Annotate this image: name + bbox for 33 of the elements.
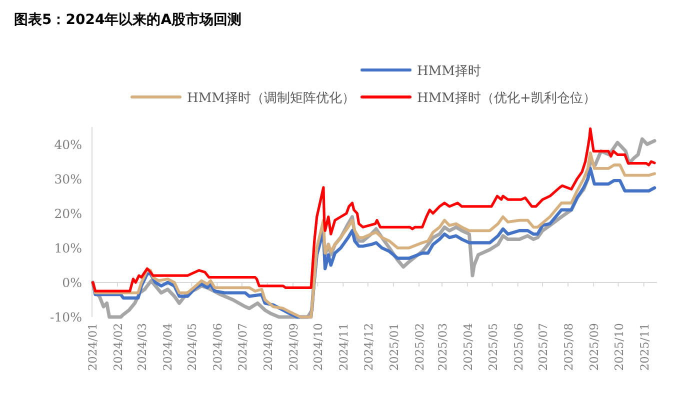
x-tick-label: 2024/09 — [286, 323, 300, 371]
y-tick-label: 0% — [62, 274, 82, 290]
x-tick-label: 2025/05 — [486, 323, 500, 371]
x-tick-label: 2025/10 — [612, 323, 626, 371]
x-tick-label: 2025/01 — [386, 323, 401, 371]
x-tick-label: 2025/02 — [412, 323, 426, 371]
x-tick-label: 2024/01 — [86, 323, 100, 371]
x-tick-label: 2024/12 — [361, 323, 376, 371]
x-tick-label: 2025/08 — [562, 323, 576, 371]
x-tick-label: 2024/04 — [160, 323, 174, 371]
y-tick-label: 30% — [54, 171, 82, 186]
x-tick-label: 2024/10 — [311, 323, 326, 371]
x-tick-label: 2024/03 — [134, 323, 149, 371]
legend-label: HMM择时 — [417, 64, 481, 79]
y-tick-label: 20% — [54, 206, 82, 221]
x-tick-label: 2024/06 — [210, 323, 225, 371]
legend-label: HMM择时（调制矩阵优化） — [187, 91, 355, 106]
y-tick-label: 40% — [54, 136, 82, 152]
x-tick-label: 2025/09 — [587, 323, 602, 371]
legend-label: HMM择时（优化+凯利仓位） — [417, 91, 596, 106]
chart-title: 图表5：2024年以来的A股市场回测 — [14, 11, 242, 28]
x-tick-label: 2025/07 — [536, 323, 550, 371]
x-tick-label: 2024/05 — [185, 323, 200, 371]
x-tick-label: 2024/02 — [111, 323, 126, 371]
y-tick-label: 10% — [54, 240, 82, 256]
x-tick-label: 2025/03 — [436, 323, 450, 371]
x-tick-label: 2024/11 — [336, 323, 351, 371]
x-tick-label: 2025/06 — [511, 323, 526, 371]
y-tick-label: -10% — [50, 310, 82, 324]
x-tick-label: 2024/08 — [260, 323, 275, 371]
x-tick-label: 2025/11 — [637, 323, 652, 371]
x-tick-label: 2024/07 — [235, 323, 250, 371]
x-tick-label: 2025/04 — [461, 323, 476, 371]
